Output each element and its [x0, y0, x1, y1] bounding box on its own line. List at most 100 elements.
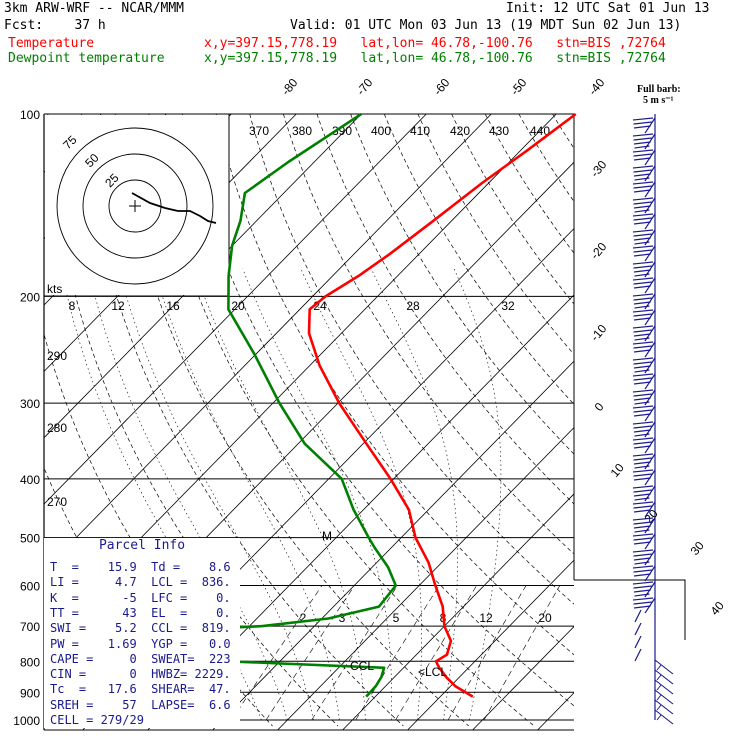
isotherm-tick-label: -70 — [354, 75, 376, 98]
wind-barb-feather — [633, 365, 651, 369]
wind-barb-feather — [633, 253, 651, 257]
wind-barb-shaft — [654, 679, 674, 695]
pressure-tick-label: 100 — [20, 108, 40, 122]
pressure-tick-label: 200 — [20, 290, 40, 304]
parcel-info-row: T = 15.9 Td = 8.6 — [50, 560, 231, 574]
parcel-info-row: SREH = 57 LAPSE= 6.6 — [50, 697, 231, 712]
isotherm-line — [44, 114, 362, 439]
dry-adiabat — [283, 114, 574, 555]
wind-barb — [632, 293, 656, 310]
wind-barb-feather — [633, 313, 652, 317]
pressure-tick-label: 600 — [20, 580, 40, 594]
wind-barb-feather — [633, 589, 651, 593]
parcel-info-row: CIN = 0 HWBZ= 2229. — [50, 667, 231, 682]
isotherm-tick-label: -40 — [586, 75, 608, 98]
wind-barb-feather — [633, 157, 651, 161]
wind-barb-feather — [633, 265, 652, 269]
wind-barb-feather — [633, 489, 652, 493]
mixing-ratio-tick-label: 12 — [479, 611, 493, 625]
wind-barb-feather — [633, 125, 651, 129]
mixing-ratio-tick-label: 28 — [406, 299, 420, 313]
wind-barb-feather — [633, 393, 652, 397]
pressure-tick-label: 800 — [20, 655, 40, 669]
wind-barb — [632, 197, 656, 214]
forecast-hour: Fcst: 37 h — [4, 18, 106, 33]
mixing-ratio-tick-label: 3 — [339, 611, 346, 625]
moist-adiabat — [88, 268, 288, 721]
parcel-info-row: PW = 1.69 YGP = 0.0 — [50, 636, 231, 651]
wind-barb-feather — [633, 541, 651, 545]
theta-tick-label: 280 — [47, 421, 67, 435]
wind-barb — [632, 421, 656, 438]
moist-adiabat — [61, 268, 262, 721]
wind-barb — [632, 149, 656, 166]
pressure-tick-label: 700 — [20, 620, 40, 634]
wind-barb-feather — [633, 505, 652, 509]
dry-adiabat — [350, 114, 574, 455]
moist-adiabat — [153, 268, 340, 721]
wind-barb — [632, 261, 656, 278]
isotherm-tick-label: -30 — [588, 157, 610, 180]
wind-barb-feather — [634, 561, 650, 565]
wind-barb-feather — [633, 333, 651, 337]
parcel-info-row: CELL = 279/29 — [50, 713, 144, 727]
wind-barb-feather — [633, 525, 651, 529]
pressure-tick-label: 300 — [20, 397, 40, 411]
wind-barb — [632, 501, 656, 518]
wind-barb-feather — [632, 501, 654, 505]
barb-legend-units: 5 m s⁻¹ — [643, 95, 674, 106]
wind-barb-feather — [633, 153, 652, 157]
wind-barb-feather — [634, 209, 650, 213]
dry-adiabat — [620, 114, 740, 726]
wind-barb-shaft — [634, 648, 642, 662]
wind-barb-feather — [633, 217, 652, 221]
wind-barb-feather — [632, 309, 654, 313]
wind-barb-feather — [656, 674, 662, 681]
wind-barb-feather — [634, 145, 650, 149]
isotherm-line — [44, 114, 427, 505]
hodograph-trace — [131, 192, 217, 224]
barb-legend-title: Full barb: — [637, 84, 681, 95]
parcel-info-row: SWI = 5.2 CCL = 819. — [50, 621, 231, 636]
wind-barb-shaft — [634, 635, 642, 649]
pressure-tick-label: 500 — [20, 532, 40, 546]
wind-barb-feather — [632, 373, 654, 377]
isotherm-tick-label: 30 — [688, 538, 708, 557]
mixing-ratio-tick-label: 16 — [166, 299, 180, 313]
wind-barb-feather — [633, 189, 651, 193]
model-title: 3km ARW-WRF -- NCAR/MMM — [4, 1, 185, 16]
wind-barb-feather — [633, 361, 652, 365]
mixing-ratio-tick-label: 5 — [393, 611, 400, 625]
wind-barb-feather — [656, 694, 662, 701]
parcel-info-row: TT = 43 EL = 0. — [50, 605, 231, 620]
wind-barb-feather — [632, 389, 654, 393]
wind-barb-feather — [632, 581, 654, 585]
wind-barb-feather — [633, 237, 651, 241]
wind-barb-feather — [633, 413, 651, 417]
init-time: Init: 12 UTC Sat 01 Jun 13 — [506, 1, 710, 16]
moist-adiabat — [194, 268, 366, 721]
wind-barb-feather — [633, 441, 652, 445]
wind-barb-feather — [634, 497, 650, 501]
wind-barb-feather — [634, 401, 650, 405]
wind-barb-feather — [632, 421, 654, 425]
wind-barb — [632, 597, 656, 614]
wind-barb-shaft — [634, 622, 642, 636]
isotherm-tick-label: -50 — [508, 75, 530, 98]
mixing-ratio-tick-label: 32 — [501, 299, 515, 313]
theta-tick-label: 270 — [47, 495, 67, 509]
wind-barb-feather — [633, 397, 651, 401]
theta-tick-label: 410 — [410, 124, 430, 138]
wind-barb-feather — [633, 141, 651, 145]
theta-tick-label: 440 — [530, 124, 550, 138]
wind-barb-feather — [632, 565, 654, 569]
wind-barb-feather — [632, 469, 654, 473]
wind-barb-feather — [633, 377, 652, 381]
theta-tick-label: 290 — [47, 349, 67, 363]
isotherm-tick-label: -10 — [588, 321, 610, 344]
wind-barb-feather — [633, 169, 652, 173]
wind-barb-feather — [633, 477, 651, 481]
wind-barb-feather — [633, 301, 651, 305]
moist-adiabat — [118, 268, 314, 721]
